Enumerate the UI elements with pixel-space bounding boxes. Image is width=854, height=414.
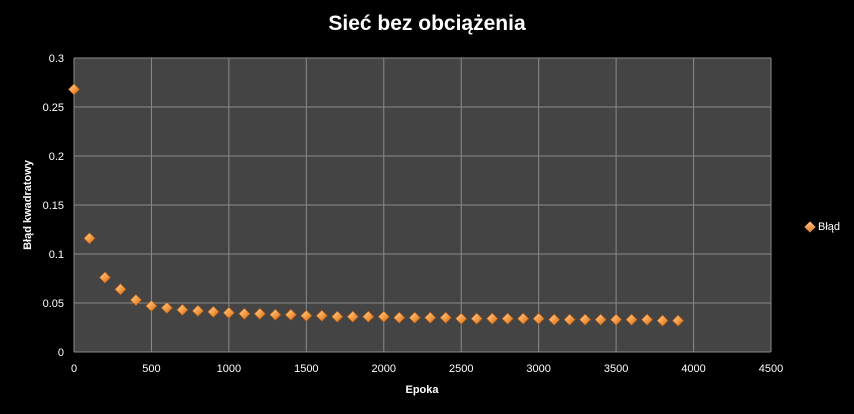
legend-marker-icon [804,221,816,233]
data-point [594,313,607,326]
x-tick-label: 4000 [681,363,705,375]
data-point [191,304,204,317]
x-tick-label: 2500 [449,363,473,375]
data-points [68,83,684,327]
data-point [130,294,142,306]
data-point [99,271,111,284]
data-point [83,232,96,245]
data-point [610,313,623,326]
data-point [548,313,561,326]
data-point [532,312,545,325]
y-axis-label: Błąd kwadratowy [22,159,34,250]
y-tick-label: 0.1 [49,249,64,261]
y-tick-label: 0.3 [49,53,64,65]
legend: Błąd [804,221,841,233]
x-tick-label: 1500 [294,363,318,375]
data-point [315,309,328,322]
data-point [563,313,576,326]
x-tick-label: 3000 [526,363,550,375]
data-point [238,307,251,320]
data-point [455,312,468,325]
data-point [377,310,390,323]
data-point [145,300,158,312]
x-tick-label: 2000 [372,363,396,375]
data-point [269,308,282,321]
data-point [625,313,638,326]
data-point [253,307,266,320]
data-point [517,312,530,325]
data-point [300,309,313,322]
y-axis-ticks: 0 0.05 0.1 0.15 0.2 0.25 0.3 [43,53,64,359]
data-point [161,301,173,314]
data-point [579,313,592,326]
data-point [362,310,375,323]
x-tick-label: 500 [142,363,160,375]
x-tick-label: 4500 [759,363,783,375]
data-point [470,312,483,325]
y-tick-label: 0.25 [43,102,64,114]
y-tick-label: 0.15 [43,200,64,212]
data-point [408,311,421,324]
x-axis-ticks: 0 500 1000 1500 2000 2500 3000 3500 4000 4500 [71,363,783,375]
x-tick-label: 3500 [604,363,628,375]
x-tick-label: 1000 [217,363,241,375]
data-point [331,310,344,323]
y-tick-label: 0.05 [43,298,64,310]
legend-label: Błąd [818,221,841,233]
data-point [346,310,359,323]
data-point [672,314,684,327]
data-point [439,311,452,324]
data-point [284,308,297,321]
chart-title: Sieć bez obciążenia [328,12,526,35]
x-axis-label: Epoka [405,384,439,396]
y-tick-label: 0.2 [49,151,64,163]
data-point [222,306,235,319]
x-tick-label: 0 [71,363,77,375]
data-point [393,311,406,324]
data-point [424,311,437,324]
data-point [207,305,220,318]
grid-lines [73,57,772,353]
data-point [114,283,127,296]
data-point [176,303,189,316]
y-tick-label: 0 [58,347,64,359]
data-point [486,312,499,325]
data-point [656,314,669,327]
data-point [641,313,654,326]
data-point [68,83,80,96]
data-point [501,312,514,325]
